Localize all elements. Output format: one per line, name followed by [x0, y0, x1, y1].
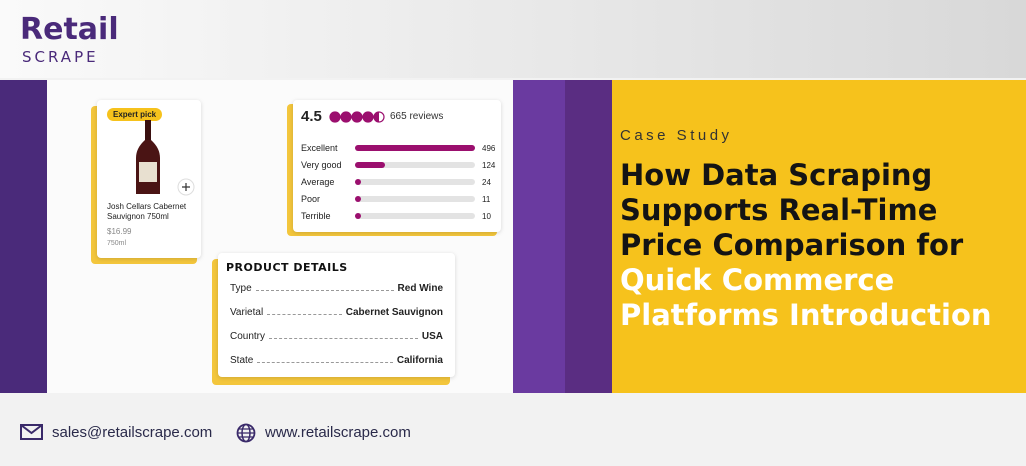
details-title: PRODUCT DETAILS — [226, 261, 348, 274]
detail-key: Varietal — [230, 307, 264, 318]
detail-key: State — [230, 355, 254, 366]
logo-bottom: SCRAPE — [22, 48, 99, 66]
product-price: $16.99 — [107, 227, 132, 236]
wine-bottle — [136, 120, 160, 194]
bar-track — [355, 213, 475, 219]
globe-icon — [236, 423, 256, 443]
rating-count: 11 — [482, 195, 491, 204]
header-strip — [0, 0, 1026, 78]
badge: Expert pick — [107, 108, 163, 121]
product-size: 750ml — [107, 240, 127, 247]
detail-row: State California — [230, 355, 443, 366]
yellow-panel — [612, 80, 1026, 393]
logo-top: Retail — [20, 12, 119, 47]
rating-bars: Excellent 496 Very good 124 Average 24 Poor 11 T… — [301, 143, 496, 221]
bar — [355, 179, 361, 185]
headline: How Data Scraping Supports Real-Time Price… — [620, 158, 992, 333]
headline-line: Supports Real-Time — [620, 193, 938, 227]
details-card: PRODUCT DETAILS Type Red Wine Varietal Cabe… — [218, 253, 455, 377]
purple-stripe — [513, 80, 565, 393]
bar-track — [355, 196, 475, 202]
star-fill — [363, 112, 373, 122]
leader — [257, 355, 393, 363]
headline-line: Price Comparison for — [620, 228, 964, 262]
detail-row: Varietal Cabernet Sauvignon — [230, 307, 443, 318]
rating-label: Terrible — [301, 211, 331, 221]
detail-value: USA — [421, 331, 443, 342]
star-fill — [374, 112, 379, 122]
headline-line: How Data Scraping — [620, 158, 933, 192]
leader — [255, 283, 394, 291]
purple-stripe — [565, 80, 612, 393]
bar — [355, 145, 475, 151]
product-name: Josh Cellars Cabernet Sauvignon 750ml — [107, 202, 187, 221]
detail-value: California — [396, 355, 443, 366]
rating-count: 124 — [482, 161, 496, 170]
kicker: Case Study — [620, 127, 733, 144]
bar — [355, 196, 361, 202]
detail-value: Red Wine — [397, 283, 443, 294]
headline-highlight: Quick Commerce — [620, 263, 895, 297]
add-button[interactable] — [177, 178, 195, 196]
rating: 4.5 — [301, 108, 322, 125]
rating-count: 10 — [482, 212, 491, 221]
rating-label: Excellent — [301, 143, 338, 153]
star-fill — [330, 112, 340, 122]
bar-track — [355, 162, 475, 168]
rating-stars — [329, 111, 385, 123]
email[interactable]: sales@retailscrape.com — [52, 424, 213, 441]
star-fill — [341, 112, 351, 122]
rating-label: Poor — [301, 194, 320, 204]
leader — [269, 331, 418, 339]
review-count: 665 reviews — [390, 111, 444, 122]
headline-highlight: Platforms Introduction — [620, 298, 992, 332]
bar — [355, 213, 361, 219]
website[interactable]: www.retailscrape.com — [265, 424, 411, 441]
bar-track — [355, 179, 475, 185]
detail-value: Cabernet Sauvignon — [345, 307, 443, 318]
leader — [267, 307, 342, 315]
detail-key: Type — [230, 283, 252, 294]
detail-row: Country USA — [230, 331, 443, 342]
rating-label: Average — [301, 177, 334, 187]
star-fill — [352, 112, 362, 122]
email-icon — [20, 424, 43, 440]
rating-count: 24 — [482, 178, 491, 187]
product-card: Expert pick Josh Cellars Cabernet Sauvig… — [97, 100, 201, 258]
left-stripe — [0, 80, 47, 393]
reviews-card: 4.5 665 reviews Excellent 496 Very good 124… — [293, 100, 501, 232]
detail-row: Type Red Wine — [230, 283, 443, 294]
bar — [355, 162, 385, 168]
rating-label: Very good — [301, 160, 342, 170]
rating-count: 496 — [482, 144, 496, 153]
detail-key: Country — [230, 331, 266, 342]
